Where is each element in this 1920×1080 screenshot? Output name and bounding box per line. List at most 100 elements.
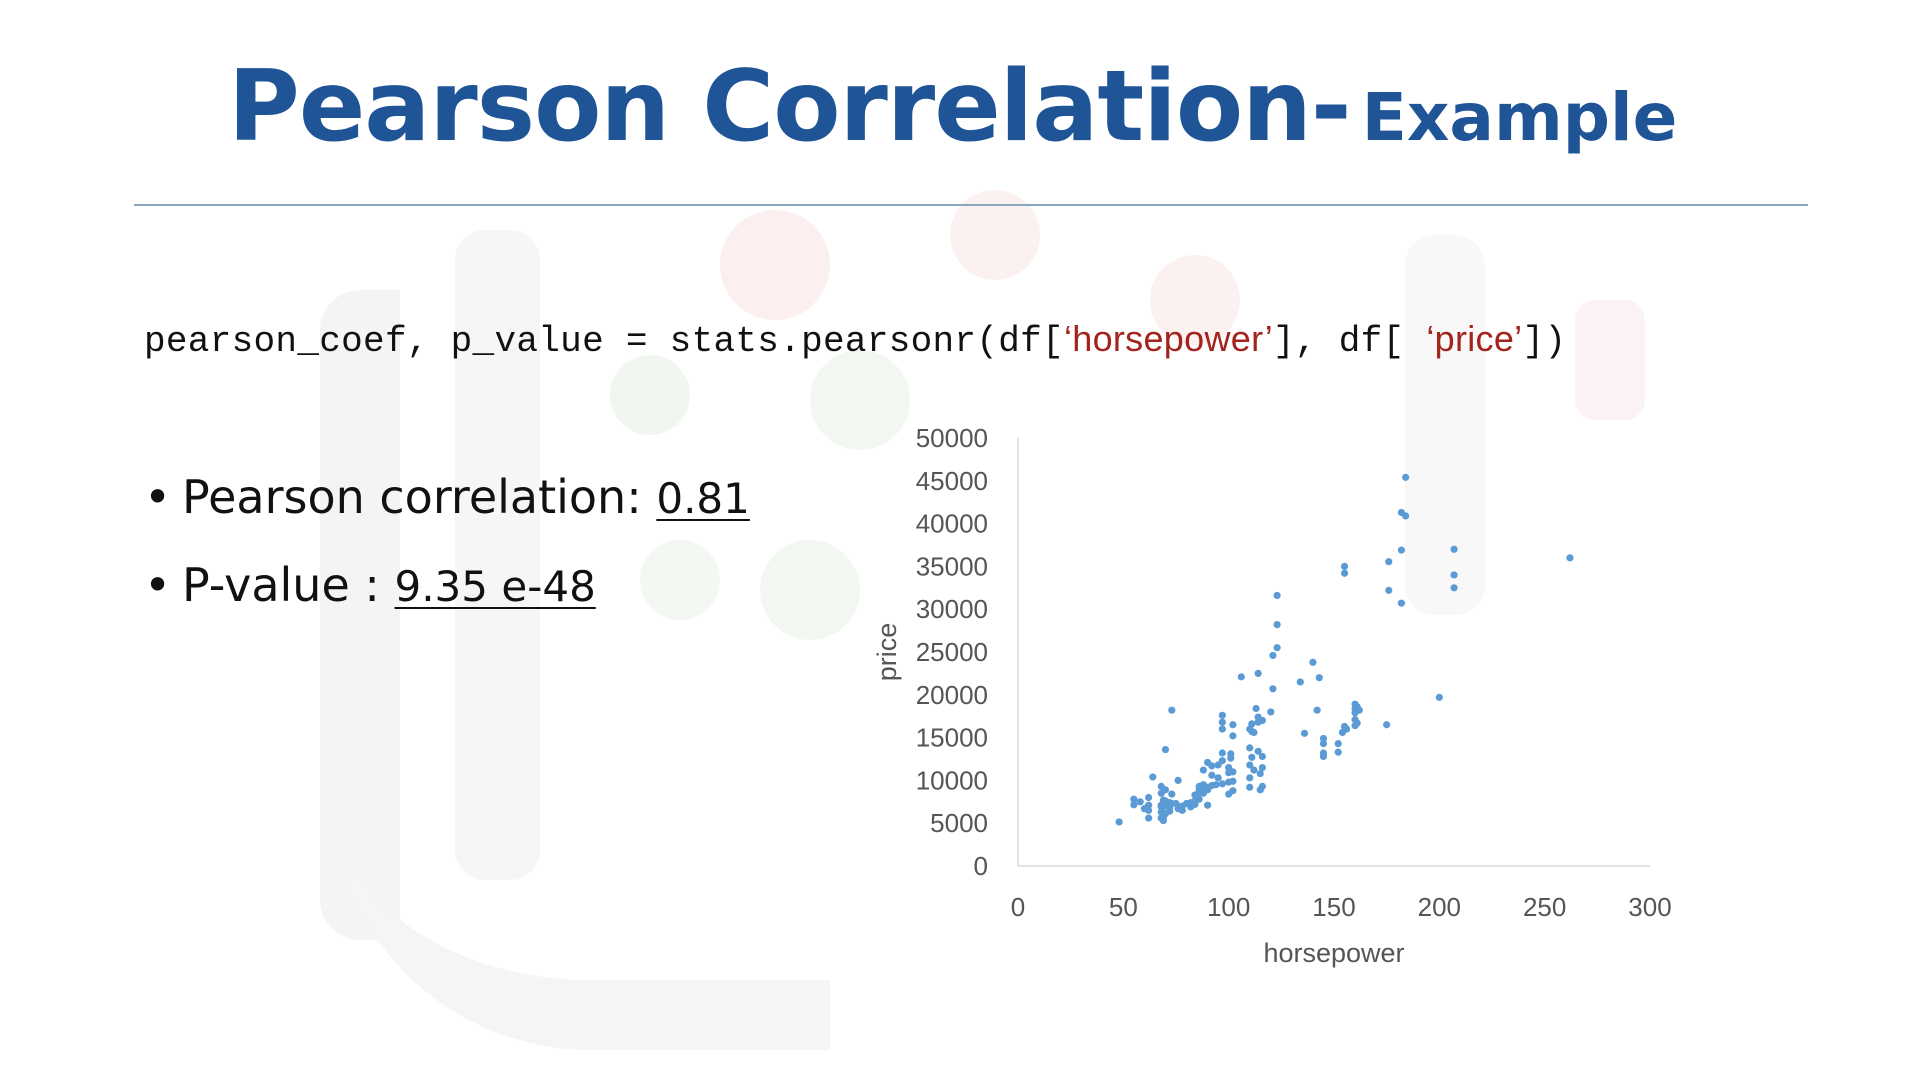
result-list: • Pearson correlation: 0.81 • P-value : 9.… [144, 470, 750, 646]
data-point [1254, 747, 1262, 755]
data-point [1319, 734, 1328, 743]
bullet-dot: • [144, 470, 172, 524]
y-axis-label: price [872, 623, 902, 682]
data-point [1246, 744, 1254, 752]
data-point [1258, 763, 1266, 772]
x-tick-label: 250 [1523, 892, 1566, 922]
y-tick-label: 10000 [916, 765, 988, 795]
data-point [1246, 783, 1254, 791]
data-point [1397, 546, 1406, 554]
data-point [1300, 729, 1309, 737]
data-point [1199, 766, 1207, 774]
data-point [1218, 757, 1226, 765]
x-tick-label: 50 [1109, 892, 1138, 922]
data-point [1229, 777, 1237, 785]
code-arg-horsepower: ‘horsepower’ [1063, 318, 1273, 359]
data-point [1309, 658, 1317, 666]
data-point [1383, 721, 1391, 729]
data-point [1250, 728, 1258, 737]
data-point [1252, 704, 1260, 713]
data-point [1269, 685, 1277, 693]
data-point [1435, 693, 1443, 701]
y-tick-label: 0 [974, 851, 988, 881]
code-arg-price: ‘price’ [1426, 318, 1523, 359]
data-point [1340, 569, 1349, 577]
data-point [1130, 795, 1138, 803]
data-point [1229, 787, 1237, 795]
y-tick-label: 45000 [916, 466, 988, 496]
data-point [1237, 673, 1245, 681]
x-axis-label: horsepower [1263, 938, 1404, 968]
data-point [1402, 473, 1410, 481]
bullet-label: Pearson correlation: [182, 470, 657, 524]
data-point [1195, 795, 1203, 803]
data-point [1273, 591, 1281, 600]
data-point [1168, 706, 1176, 714]
data-point [1218, 749, 1226, 757]
bullet-pvalue: • P-value : 9.35 e-48 [144, 558, 750, 612]
data-point [1250, 766, 1258, 774]
title-divider [134, 204, 1808, 206]
data-point [1204, 801, 1212, 809]
y-tick-label: 50000 [916, 423, 988, 453]
data-point [1296, 678, 1304, 686]
data-point [1258, 782, 1266, 790]
data-point [1273, 621, 1281, 629]
data-point [1208, 771, 1216, 779]
data-point [1313, 706, 1321, 714]
data-point [1229, 721, 1237, 729]
x-tick-label: 100 [1207, 892, 1250, 922]
x-tick-label: 150 [1312, 892, 1355, 922]
data-point [1334, 739, 1342, 748]
code-suffix: ]) [1522, 321, 1567, 362]
data-point [1227, 750, 1235, 758]
data-point [1334, 748, 1342, 756]
bullet-dot: • [144, 558, 172, 612]
pvalue-value: 9.35 e-48 [394, 562, 596, 611]
slide-title: Pearson Correlation- Example [228, 50, 1677, 164]
code-prefix: pearson_coef, p_value = stats.pearsonr(d… [144, 321, 1064, 362]
y-tick-label: 35000 [916, 551, 988, 581]
data-point [1248, 753, 1256, 761]
data-point [1385, 558, 1393, 566]
data-point [1168, 790, 1176, 798]
data-point [1248, 720, 1256, 728]
data-point [1218, 718, 1226, 726]
data-point [1246, 761, 1254, 769]
pearson-value: 0.81 [656, 474, 750, 523]
watermark-node [720, 210, 830, 320]
data-point [1450, 571, 1458, 579]
bullet-label: P-value : [182, 558, 395, 612]
data-point [1273, 644, 1281, 652]
data-point [1145, 793, 1153, 802]
bullet-pearson: • Pearson correlation: 0.81 [144, 470, 750, 524]
data-point [1174, 776, 1182, 784]
title-sub: Example [1361, 79, 1678, 156]
data-point [1267, 708, 1275, 716]
data-point [1161, 786, 1170, 794]
data-point [1214, 774, 1222, 782]
data-point [1450, 545, 1458, 553]
y-tick-label: 40000 [916, 509, 988, 539]
data-point [1254, 669, 1262, 677]
data-point [1161, 745, 1170, 754]
data-point [1145, 814, 1153, 822]
data-point [1229, 732, 1237, 740]
data-point [1258, 716, 1266, 725]
data-point [1130, 801, 1138, 809]
data-point [1566, 554, 1574, 562]
data-point [1208, 762, 1216, 770]
data-point [1246, 774, 1254, 782]
data-point [1385, 586, 1393, 594]
data-point [1402, 512, 1410, 520]
title-main: Pearson Correlation- [228, 50, 1352, 164]
data-point [1218, 725, 1226, 733]
data-point [1319, 739, 1328, 748]
code-middle: ], df[ [1273, 321, 1427, 362]
data-point [1229, 768, 1237, 776]
data-point [1319, 749, 1328, 757]
y-tick-label: 25000 [916, 637, 988, 667]
y-tick-label: 20000 [916, 680, 988, 710]
data-point [1450, 584, 1458, 592]
x-tick-label: 0 [1011, 892, 1025, 922]
